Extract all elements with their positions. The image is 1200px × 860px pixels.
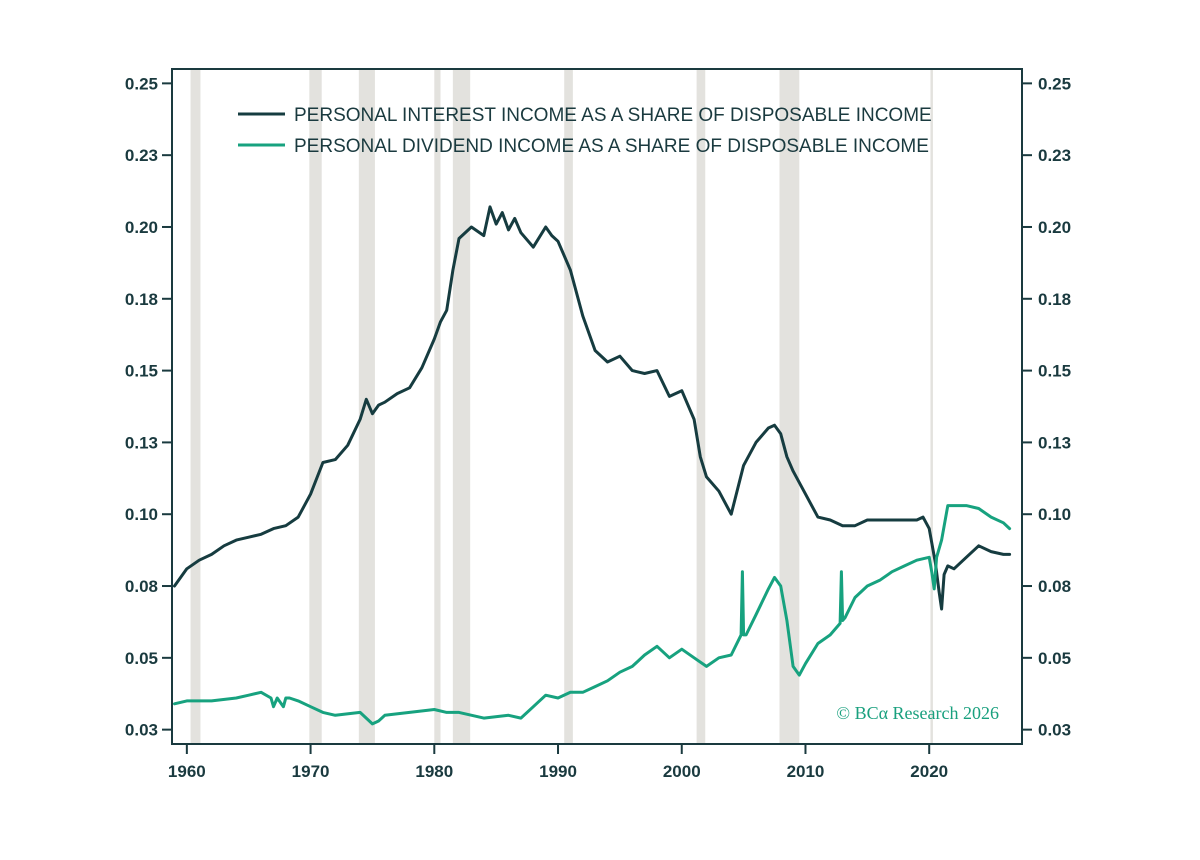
y-tick-label-left: 0.08 xyxy=(125,577,158,596)
y-tick-label-left: 0.20 xyxy=(125,218,158,237)
recession-band-4 xyxy=(452,69,471,744)
legend-label-dividend: PERSONAL DIVIDEND INCOME AS A SHARE OF D… xyxy=(294,136,929,157)
recession-band-6 xyxy=(696,69,706,744)
credit-text: © BCα Research 2026 xyxy=(836,703,999,723)
legend-item-interest: PERSONAL INTEREST INCOME AS A SHARE OF D… xyxy=(238,105,932,126)
x-tick-label: 1970 xyxy=(292,762,330,781)
right-y-axis: 0.03 0.05 0.08 0.10 0.13 0.15 0.18 0.20 0.23 0.25 xyxy=(1022,74,1071,740)
y-tick-label-right: 0.18 xyxy=(1038,290,1071,309)
y-tick-label-left: 0.18 xyxy=(125,290,158,309)
y-tick-label-left: 0.23 xyxy=(125,146,158,165)
y-tick-label-left: 0.10 xyxy=(125,505,158,524)
legend: PERSONAL INTEREST INCOME AS A SHARE OF D… xyxy=(238,105,932,157)
recession-band-2 xyxy=(358,69,375,744)
y-tick-label-right: 0.25 xyxy=(1038,74,1071,93)
x-tick-label: 1990 xyxy=(539,762,577,781)
y-tick-label-right: 0.08 xyxy=(1038,577,1071,596)
y-tick-label-right: 0.05 xyxy=(1038,649,1071,668)
legend-label-interest: PERSONAL INTEREST INCOME AS A SHARE OF D… xyxy=(294,105,932,126)
y-tick-label-left: 0.15 xyxy=(125,362,158,381)
recession-band-8 xyxy=(930,69,933,744)
recession-shading xyxy=(190,69,933,744)
x-tick-label: 1960 xyxy=(168,762,206,781)
legend-item-dividend: PERSONAL DIVIDEND INCOME AS A SHARE OF D… xyxy=(238,136,929,157)
y-tick-label-right: 0.23 xyxy=(1038,146,1071,165)
y-tick-label-left: 0.13 xyxy=(125,433,158,452)
x-axis: 1960 1970 1980 1990 2000 2010 2020 xyxy=(168,744,948,781)
y-tick-label-right: 0.03 xyxy=(1038,721,1071,740)
y-tick-label-left: 0.05 xyxy=(125,649,158,668)
y-tick-label-right: 0.15 xyxy=(1038,362,1071,381)
recession-band-3 xyxy=(434,69,441,744)
x-tick-label: 2010 xyxy=(787,762,825,781)
x-tick-label: 2020 xyxy=(910,762,948,781)
y-tick-label-right: 0.13 xyxy=(1038,433,1071,452)
recession-band-7 xyxy=(779,69,800,744)
y-tick-label-left: 0.03 xyxy=(125,721,158,740)
y-tick-label-left: 0.25 xyxy=(125,74,158,93)
recession-band-5 xyxy=(564,69,573,744)
recession-band-0 xyxy=(190,69,201,744)
series-line-interest xyxy=(173,205,1012,611)
left-y-axis: 0.03 0.05 0.08 0.10 0.13 0.15 0.18 0.20 0.23 0.25 xyxy=(125,74,172,740)
x-tick-label: 1980 xyxy=(415,762,453,781)
recession-band-1 xyxy=(309,69,322,744)
series-lines xyxy=(173,205,1012,726)
series-line-dividend xyxy=(173,504,1012,726)
y-tick-label-right: 0.10 xyxy=(1038,505,1071,524)
plot-frame xyxy=(171,68,1023,745)
y-tick-label-right: 0.20 xyxy=(1038,218,1071,237)
x-tick-label: 2000 xyxy=(663,762,701,781)
